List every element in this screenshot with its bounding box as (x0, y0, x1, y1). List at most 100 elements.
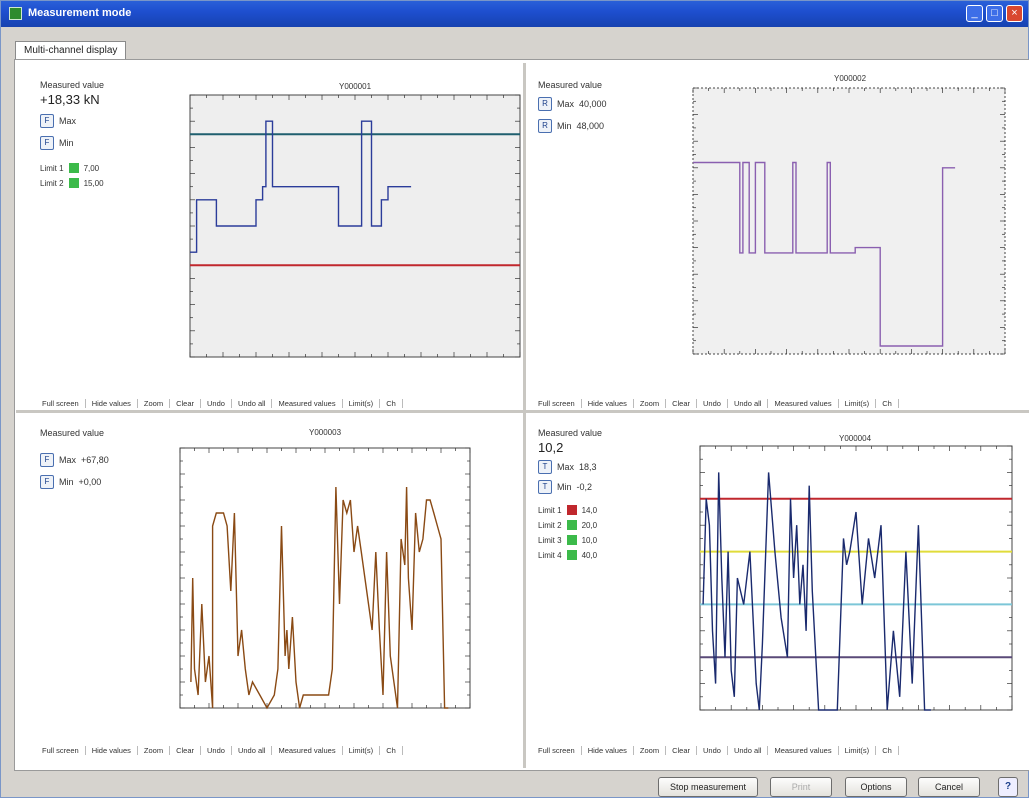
toolbar-zoom-button[interactable]: Zoom (138, 398, 171, 408)
panel-1-values: Measured value +18,33 kN F Max F Min Lim… (40, 80, 170, 189)
print-button[interactable]: Print (770, 777, 832, 797)
toolbar-ch-button[interactable]: Ch (876, 398, 899, 408)
min-row: T Min -0,2 (538, 479, 668, 495)
plot-area (699, 445, 1013, 711)
toolbar-hide-values-button[interactable]: Hide values (86, 745, 138, 755)
toolbar-zoom-button[interactable]: Zoom (138, 745, 171, 755)
plot-area (692, 87, 1006, 355)
toolbar-measured-values-button[interactable]: Measured values (272, 398, 343, 408)
chart-4-toolbar: Full screen Hide values Zoom Clear Undo Undo … (532, 743, 899, 757)
toolbar-clear-button[interactable]: Clear (170, 398, 201, 408)
tab-multi-channel-display[interactable]: Multi-channel display (15, 41, 127, 61)
toolbar-undo-all-button[interactable]: Undo all (232, 398, 273, 408)
toolbar-undo-all-button[interactable]: Undo all (728, 745, 769, 755)
limit-label: Limit 1 (538, 505, 562, 515)
limit-status-swatch (566, 520, 577, 530)
min-reset-button[interactable]: F (40, 136, 54, 150)
toolbar-full-screen-button[interactable]: Full screen (532, 398, 582, 408)
toolbar-limit-s-button[interactable]: Limit(s) (343, 745, 381, 755)
limit-label: Limit 2 (40, 178, 64, 188)
limit-value: 15,00 (83, 178, 104, 188)
toolbar-measured-values-button[interactable]: Measured values (768, 745, 839, 755)
stop-measurement-button[interactable]: Stop measurement (658, 777, 758, 797)
max-row: R Max 40,000 (538, 96, 668, 112)
min-reset-button[interactable]: T (538, 480, 552, 494)
max-reset-button[interactable]: F (40, 114, 54, 128)
maximize-button[interactable]: □ (986, 5, 1003, 22)
min-label: Min (557, 121, 572, 131)
min-row: F Min +0,00 (40, 474, 170, 490)
toolbar-undo-button[interactable]: Undo (697, 398, 728, 408)
min-reset-button[interactable]: R (538, 119, 552, 133)
options-button[interactable]: Options (845, 777, 907, 797)
minimize-button[interactable]: _ (966, 5, 983, 22)
vertical-splitter[interactable] (523, 63, 526, 768)
limit-row: Limit 3 10,0 (538, 534, 668, 546)
toolbar-measured-values-button[interactable]: Measured values (768, 398, 839, 408)
limit-row: Limit 2 15,00 (40, 177, 170, 189)
series-line (702, 472, 931, 711)
max-value: 18,3 (579, 462, 597, 472)
measured-value: +18,33 kN (40, 92, 100, 107)
limit-status-swatch (566, 535, 577, 545)
max-row: T Max 18,3 (538, 459, 668, 475)
max-reset-button[interactable]: F (40, 453, 54, 467)
max-row: F Max (40, 113, 170, 129)
toolbar-hide-values-button[interactable]: Hide values (582, 745, 634, 755)
max-value: +67,80 (81, 455, 109, 465)
toolbar-undo-all-button[interactable]: Undo all (728, 398, 769, 408)
min-value: +0,00 (78, 477, 102, 487)
toolbar-limit-s-button[interactable]: Limit(s) (839, 398, 877, 408)
chart-1-toolbar: Full screen Hide values Zoom Clear Undo Undo … (36, 396, 403, 410)
help-icon[interactable]: ? (998, 777, 1018, 797)
max-label: Max (59, 455, 77, 465)
close-button[interactable]: × (1006, 5, 1023, 22)
panel-2-values: Measured value R Max 40,000 R Min 48,000 (538, 80, 668, 134)
toolbar-clear-button[interactable]: Clear (666, 745, 697, 755)
limit-value: 40,0 (581, 550, 598, 560)
toolbar-full-screen-button[interactable]: Full screen (36, 398, 86, 408)
max-label: Max (557, 99, 575, 109)
max-reset-button[interactable]: R (538, 97, 552, 111)
toolbar-clear-button[interactable]: Clear (170, 745, 201, 755)
toolbar-zoom-button[interactable]: Zoom (634, 745, 667, 755)
toolbar-hide-values-button[interactable]: Hide values (582, 398, 634, 408)
limit-value: 7,00 (83, 163, 100, 173)
toolbar-clear-button[interactable]: Clear (666, 398, 697, 408)
max-label: Max (557, 462, 575, 472)
toolbar-limit-s-button[interactable]: Limit(s) (343, 398, 381, 408)
toolbar-undo-all-button[interactable]: Undo all (232, 745, 273, 755)
chart-2-title: Y000002 (833, 74, 867, 83)
chart-3-toolbar: Full screen Hide values Zoom Clear Undo Undo … (36, 743, 403, 757)
limit-status-swatch (68, 163, 79, 173)
min-row: R Min 48,000 (538, 118, 668, 134)
measured-value: 10,2 (538, 440, 564, 455)
toolbar-zoom-button[interactable]: Zoom (634, 398, 667, 408)
series-line (190, 486, 449, 710)
min-reset-button[interactable]: F (40, 475, 54, 489)
toolbar-hide-values-button[interactable]: Hide values (86, 398, 138, 408)
toolbar-full-screen-button[interactable]: Full screen (36, 745, 86, 755)
panel-4-values: Measured value 10,2 T Max 18,3 T Min -0,… (538, 428, 668, 561)
max-reset-button[interactable]: T (538, 460, 552, 474)
limit-label: Limit 4 (538, 550, 562, 560)
toolbar-undo-button[interactable]: Undo (697, 745, 728, 755)
toolbar-undo-button[interactable]: Undo (201, 745, 232, 755)
min-label: Min (59, 138, 74, 148)
toolbar-undo-button[interactable]: Undo (201, 398, 232, 408)
measured-value-label: Measured value (538, 80, 603, 90)
chart-4-title: Y000004 (838, 434, 872, 443)
toolbar-ch-button[interactable]: Ch (876, 745, 899, 755)
toolbar-limit-s-button[interactable]: Limit(s) (839, 745, 877, 755)
horizontal-splitter[interactable] (16, 410, 1029, 413)
toolbar-full-screen-button[interactable]: Full screen (532, 745, 582, 755)
toolbar-measured-values-button[interactable]: Measured values (272, 745, 343, 755)
cancel-button[interactable]: Cancel (918, 777, 980, 797)
limit-value: 10,0 (581, 535, 598, 545)
toolbar-ch-button[interactable]: Ch (380, 745, 403, 755)
toolbar-ch-button[interactable]: Ch (380, 398, 403, 408)
panel-3-values: Measured value F Max +67,80 F Min +0,00 (40, 428, 170, 490)
title-bar[interactable]: Measurement mode _ □ × (1, 1, 1028, 27)
